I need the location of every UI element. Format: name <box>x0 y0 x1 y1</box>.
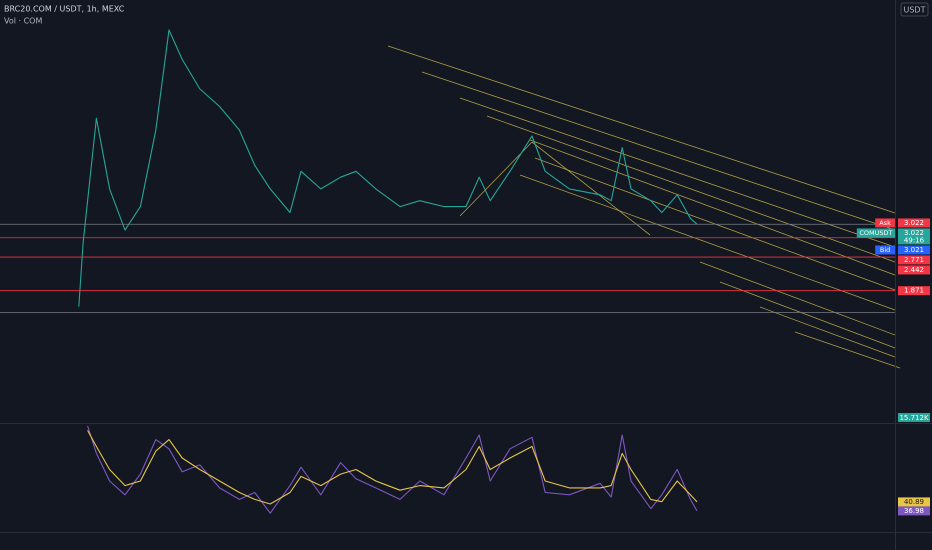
value-tag <box>898 497 930 507</box>
volume-tag-text: 15.712K <box>899 414 928 422</box>
trend-line <box>387 45 896 214</box>
axes: 36.9840.893.022Ask3.02249:16COMUSDT3.021… <box>856 218 930 516</box>
price-tag-value: 1.871 <box>904 287 924 295</box>
price-tag-label-box <box>875 245 895 255</box>
trend-line <box>719 281 896 349</box>
price-tag-value: 3.022 <box>904 229 924 237</box>
price-tag <box>898 265 930 275</box>
price-tag-label: Bid <box>880 246 890 254</box>
price-tag-value: 3.022 <box>904 219 924 227</box>
trend-line <box>794 331 901 369</box>
price-tag-label-box <box>875 218 895 228</box>
trend-line <box>459 97 896 248</box>
price-tag-value: 2.771 <box>904 256 924 264</box>
trend-line <box>421 71 896 231</box>
currency-box[interactable] <box>900 2 929 17</box>
volume-label: Vol · COM <box>4 17 42 26</box>
series-line <box>87 430 698 505</box>
price-tag-value: 3.021 <box>904 246 924 254</box>
symbol-title: BRC20.COM / USDT, 1h, MEXC <box>4 5 125 14</box>
price-tag-label-box <box>856 228 895 238</box>
price-tag-label: Ask <box>879 219 891 227</box>
price-tag <box>898 228 930 245</box>
price-tag <box>898 255 930 265</box>
countdown: 49:16 <box>904 236 925 244</box>
price-tag-label: COMUSDT <box>859 229 892 237</box>
series-line <box>78 29 698 307</box>
trend-line <box>529 139 896 276</box>
trend-line <box>531 141 651 236</box>
value-tag-text: 36.98 <box>904 507 924 515</box>
price-tag <box>898 286 930 296</box>
price-tag <box>898 245 930 255</box>
volume-tag <box>898 413 930 422</box>
price-tag <box>898 218 930 228</box>
trend-line <box>759 306 896 358</box>
trend-line <box>699 261 896 336</box>
trend-line <box>519 174 896 311</box>
value-tag-text: 40.89 <box>904 498 924 506</box>
price-tag-value: 2.442 <box>904 266 924 274</box>
marks <box>0 29 895 514</box>
value-tag <box>898 506 930 516</box>
currency[interactable]: USDT <box>904 6 926 15</box>
series-line <box>87 425 698 514</box>
